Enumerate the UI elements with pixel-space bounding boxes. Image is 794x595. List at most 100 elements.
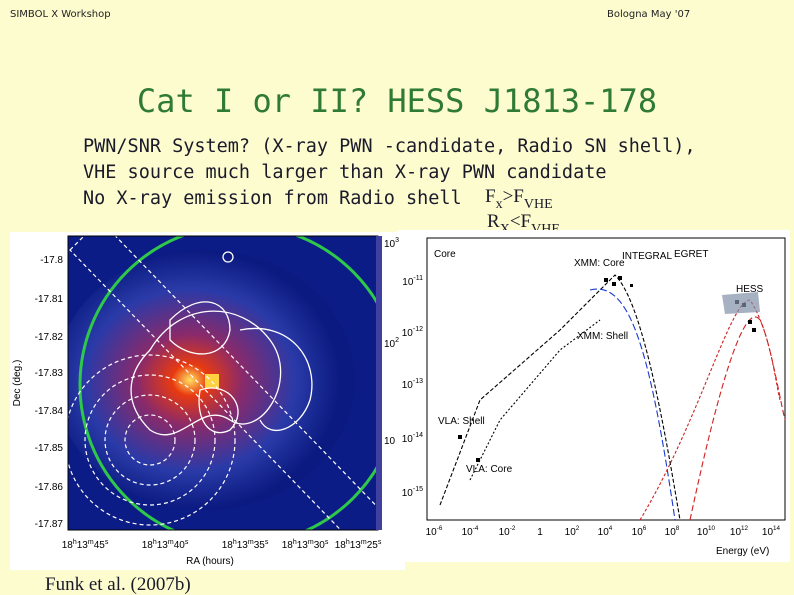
tick-part: 6 (643, 525, 647, 532)
tick-label: 102 (384, 337, 399, 350)
tick-part: 10 (565, 527, 577, 538)
slide-title: Cat I or II? HESS J1813-178 (137, 82, 657, 120)
tick-part: 10 (402, 488, 414, 499)
header-left: SIMBOL X Workshop (10, 9, 111, 20)
tick-part: -12 (413, 326, 423, 333)
header-right: Bologna May '07 (607, 9, 690, 20)
tick-part: 13 (297, 540, 309, 551)
tick-part: 10 (462, 527, 474, 538)
x-tick-label: 18h13m30s (282, 539, 329, 551)
sed-frame (426, 237, 786, 521)
tick-part: h (233, 539, 237, 546)
tick-part: 10 (402, 277, 414, 288)
body-line: PWN/SNR System? (X-ray PWN -candidate, R… (83, 136, 696, 157)
tick-label: 10 (384, 436, 396, 447)
tick-part: 13 (237, 540, 249, 551)
y-tick-label: -17.87 (35, 519, 64, 530)
tick-part: 10 (402, 434, 414, 445)
y-axis-label: Dec (deg.) (12, 360, 23, 407)
tick-part: 10 (598, 527, 610, 538)
tick-part: m (88, 539, 94, 546)
tick-label: 108 (665, 525, 680, 538)
rel-sub: VHE (524, 197, 553, 212)
sed-panel (397, 230, 790, 562)
x-axis-label: Energy (eV) (716, 546, 769, 557)
tick-part: -14 (413, 432, 423, 439)
sed-label: XMM: Shell (577, 331, 628, 342)
y-tick-label: -17.83 (35, 368, 64, 379)
tick-part: 1 (537, 527, 543, 538)
sed-label: EGRET (674, 249, 708, 260)
x-tick-label: 18h13m40s (142, 539, 189, 551)
relation: Fx>FVHE (485, 186, 553, 212)
tick-part: 10 (402, 380, 414, 391)
tick-part: 45 (94, 540, 106, 551)
tick-part: 13 (77, 540, 89, 551)
hess-butterfly (722, 292, 760, 314)
sed-label: XMM: Core (574, 258, 625, 269)
tick-part: s (325, 539, 329, 546)
citation: Funk et al. (2007b) (45, 574, 191, 595)
sed-label: INTEGRAL (622, 251, 672, 262)
tick-part: 13 (157, 540, 169, 551)
body-line: No X-ray emission from Radio shell (83, 188, 462, 209)
tick-part: 13 (350, 540, 362, 551)
tick-part: 12 (741, 525, 749, 532)
tick-part: 10 (402, 328, 414, 339)
tick-part: 2 (576, 525, 580, 532)
tick-part: -11 (413, 275, 423, 282)
tick-part: 10 (384, 436, 396, 447)
tick-label: 10-14 (402, 432, 423, 445)
tick-part: h (73, 539, 77, 546)
y-tick-label: -17.86 (35, 482, 64, 493)
tick-part: 10 (708, 525, 716, 532)
tick-part: 35 (254, 540, 266, 551)
tick-label: 1012 (730, 525, 749, 538)
tick-label: 106 (632, 525, 647, 538)
tick-label: 1010 (697, 525, 716, 538)
y-tick-label: -17.81 (35, 294, 64, 305)
tick-part: -6 (437, 525, 443, 532)
tick-part: 10 (697, 527, 709, 538)
x-tick-label: 18h13m25s (335, 539, 382, 551)
tick-label: 1014 (762, 525, 781, 538)
tick-part: 18 (282, 540, 294, 551)
x-axis-label: RA (hours) (186, 556, 234, 567)
tick-part: m (248, 539, 254, 546)
tick-part: m (361, 539, 367, 546)
sed-curves (439, 274, 786, 521)
tick-label: 10-12 (402, 326, 423, 339)
y-tick-label: -17.8 (40, 255, 63, 266)
rel-sub: x (496, 197, 503, 212)
tick-part: 30 (314, 540, 326, 551)
tick-part: 10 (499, 527, 511, 538)
tick-part: 25 (367, 540, 379, 551)
rel-part: F (485, 186, 496, 207)
tick-label: 103 (384, 237, 399, 250)
tick-label: 10-13 (402, 378, 423, 391)
tick-part: 8 (676, 525, 680, 532)
tick-label: 10-2 (499, 525, 516, 538)
tick-part: 14 (773, 525, 781, 532)
sed-label: VLA: Shell (438, 416, 485, 427)
tick-part: 2 (395, 337, 399, 344)
sed-label: VLA: Core (466, 464, 513, 475)
tick-part: 18 (335, 540, 347, 551)
tick-part: -15 (413, 486, 423, 493)
tick-label: 10-11 (402, 275, 423, 288)
tick-part: 18 (62, 540, 74, 551)
tick-part: 40 (174, 540, 186, 551)
tick-part: s (105, 539, 109, 546)
tick-part: 18 (222, 540, 234, 551)
tick-part: 10 (426, 527, 438, 538)
tick-part: h (293, 539, 297, 546)
tick-label: 102 (565, 525, 580, 538)
rel-part: <F (510, 211, 531, 232)
tick-part: h (153, 539, 157, 546)
map-overlay (68, 236, 378, 530)
tick-label: 10-6 (426, 525, 443, 538)
y-tick-label: -17.82 (35, 332, 64, 343)
tick-label: 1 (537, 527, 543, 538)
tick-part: m (308, 539, 314, 546)
rel-part: R (487, 211, 500, 232)
